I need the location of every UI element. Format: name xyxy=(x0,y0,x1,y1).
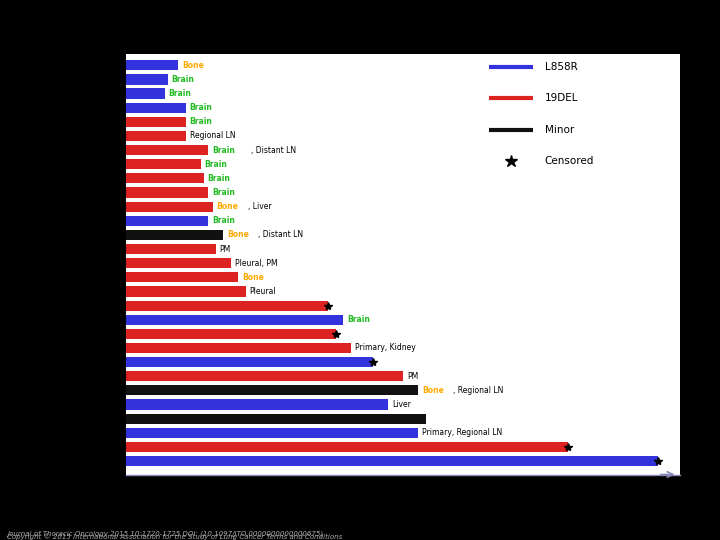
Text: L858R: L858R xyxy=(544,62,577,72)
Text: Primary, Regional LN: Primary, Regional LN xyxy=(422,428,502,437)
Bar xyxy=(126,215,208,226)
Text: , Liver: , Liver xyxy=(248,202,271,211)
Bar xyxy=(126,357,373,367)
Text: Brain: Brain xyxy=(212,188,235,197)
Bar xyxy=(126,145,208,155)
Text: Regional LN: Regional LN xyxy=(189,131,235,140)
Text: Brain: Brain xyxy=(189,117,212,126)
Text: Brain: Brain xyxy=(347,315,370,324)
Text: Copyright © 2015 International Association for the Study of Lung Cancer Terms an: Copyright © 2015 International Associati… xyxy=(7,534,343,540)
Bar xyxy=(126,201,213,212)
Text: PM: PM xyxy=(220,245,231,254)
Text: Brain: Brain xyxy=(207,174,230,183)
Text: Bone: Bone xyxy=(242,273,264,282)
Bar xyxy=(126,414,426,424)
Bar xyxy=(126,103,186,113)
Bar xyxy=(126,343,351,353)
Bar xyxy=(126,173,204,184)
Text: Pleural, PM: Pleural, PM xyxy=(235,259,277,268)
Bar xyxy=(126,456,658,466)
Bar xyxy=(126,400,388,410)
Bar xyxy=(126,244,216,254)
Bar xyxy=(126,386,418,395)
Text: Brain: Brain xyxy=(171,75,194,84)
Bar xyxy=(126,272,238,282)
Text: Journal of Thoracic Oncology 2015 10:1720-1725 DOI: (10.1097/JTO.000000000000067: Journal of Thoracic Oncology 2015 10:172… xyxy=(7,531,323,537)
Text: Minor: Minor xyxy=(544,125,574,135)
Bar xyxy=(126,286,246,296)
Bar xyxy=(126,159,201,170)
Bar xyxy=(126,315,343,325)
Bar xyxy=(126,428,418,438)
Text: Censored: Censored xyxy=(544,157,594,166)
Bar xyxy=(126,60,179,70)
Text: Liver: Liver xyxy=(392,400,411,409)
Text: PFS: PFS xyxy=(647,485,673,498)
Bar xyxy=(126,89,165,99)
Text: Bone: Bone xyxy=(227,231,249,239)
Bar xyxy=(126,371,403,381)
Bar xyxy=(126,230,223,240)
Bar xyxy=(126,131,186,141)
Text: Primary, Kidney: Primary, Kidney xyxy=(354,343,415,353)
Text: Brain: Brain xyxy=(204,160,228,168)
Bar xyxy=(126,442,568,452)
Text: Brain: Brain xyxy=(212,146,235,154)
Text: Bone: Bone xyxy=(182,61,204,70)
Text: FIGURE 2: FIGURE 2 xyxy=(325,16,395,31)
Bar xyxy=(126,258,231,268)
Text: PM: PM xyxy=(407,372,418,381)
Text: Brain: Brain xyxy=(212,217,235,225)
Text: , Distant LN: , Distant LN xyxy=(251,146,296,154)
Bar xyxy=(126,300,328,310)
Text: 19DEL: 19DEL xyxy=(544,93,578,103)
Bar xyxy=(126,187,208,198)
Text: Pleural: Pleural xyxy=(250,287,276,296)
Text: Bone: Bone xyxy=(217,202,238,211)
Text: , Distant LN: , Distant LN xyxy=(258,231,303,239)
Text: , Regional LN: , Regional LN xyxy=(453,386,503,395)
Bar xyxy=(126,75,168,85)
Bar xyxy=(126,117,186,127)
Text: Brain: Brain xyxy=(168,89,192,98)
Text: Brain: Brain xyxy=(189,103,212,112)
Bar xyxy=(126,329,336,339)
Text: Bone: Bone xyxy=(422,386,444,395)
